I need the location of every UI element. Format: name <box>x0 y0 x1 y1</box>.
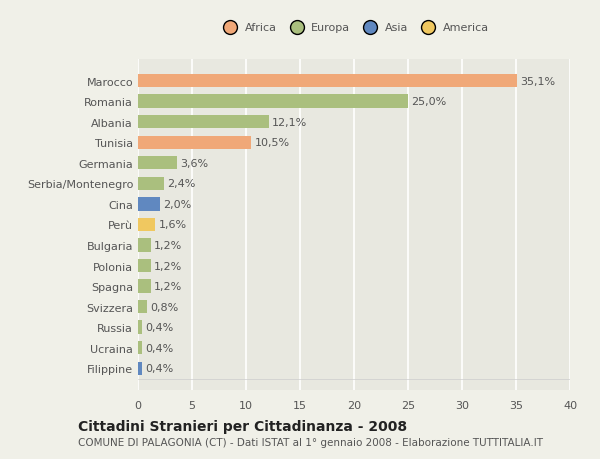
Text: 0,8%: 0,8% <box>150 302 178 312</box>
Bar <box>138 239 151 252</box>
Text: 3,6%: 3,6% <box>180 158 208 168</box>
Bar <box>138 218 155 232</box>
Bar <box>138 95 408 108</box>
Bar <box>138 198 160 211</box>
Bar <box>138 321 142 334</box>
Text: 1,2%: 1,2% <box>154 241 182 251</box>
Text: 2,4%: 2,4% <box>167 179 196 189</box>
Text: 0,4%: 0,4% <box>146 343 174 353</box>
Bar <box>138 280 151 293</box>
Bar <box>138 341 142 355</box>
Bar <box>138 259 151 273</box>
Text: 0,4%: 0,4% <box>146 323 174 332</box>
Text: 35,1%: 35,1% <box>520 76 556 86</box>
Bar <box>138 116 269 129</box>
Text: 1,2%: 1,2% <box>154 261 182 271</box>
Bar <box>138 157 177 170</box>
Bar <box>138 362 142 375</box>
Text: COMUNE DI PALAGONIA (CT) - Dati ISTAT al 1° gennaio 2008 - Elaborazione TUTTITAL: COMUNE DI PALAGONIA (CT) - Dati ISTAT al… <box>78 437 543 447</box>
Text: 1,6%: 1,6% <box>158 220 187 230</box>
Text: Cittadini Stranieri per Cittadinanza - 2008: Cittadini Stranieri per Cittadinanza - 2… <box>78 419 407 432</box>
Bar <box>138 136 251 150</box>
Bar <box>138 75 517 88</box>
Text: 25,0%: 25,0% <box>411 97 446 107</box>
Bar <box>138 300 146 313</box>
Text: 12,1%: 12,1% <box>272 118 307 127</box>
Text: 1,2%: 1,2% <box>154 281 182 291</box>
Text: 0,4%: 0,4% <box>146 364 174 374</box>
Text: 10,5%: 10,5% <box>254 138 290 148</box>
Bar <box>138 177 164 190</box>
Text: 2,0%: 2,0% <box>163 199 191 209</box>
Legend: Africa, Europa, Asia, America: Africa, Europa, Asia, America <box>215 19 493 38</box>
